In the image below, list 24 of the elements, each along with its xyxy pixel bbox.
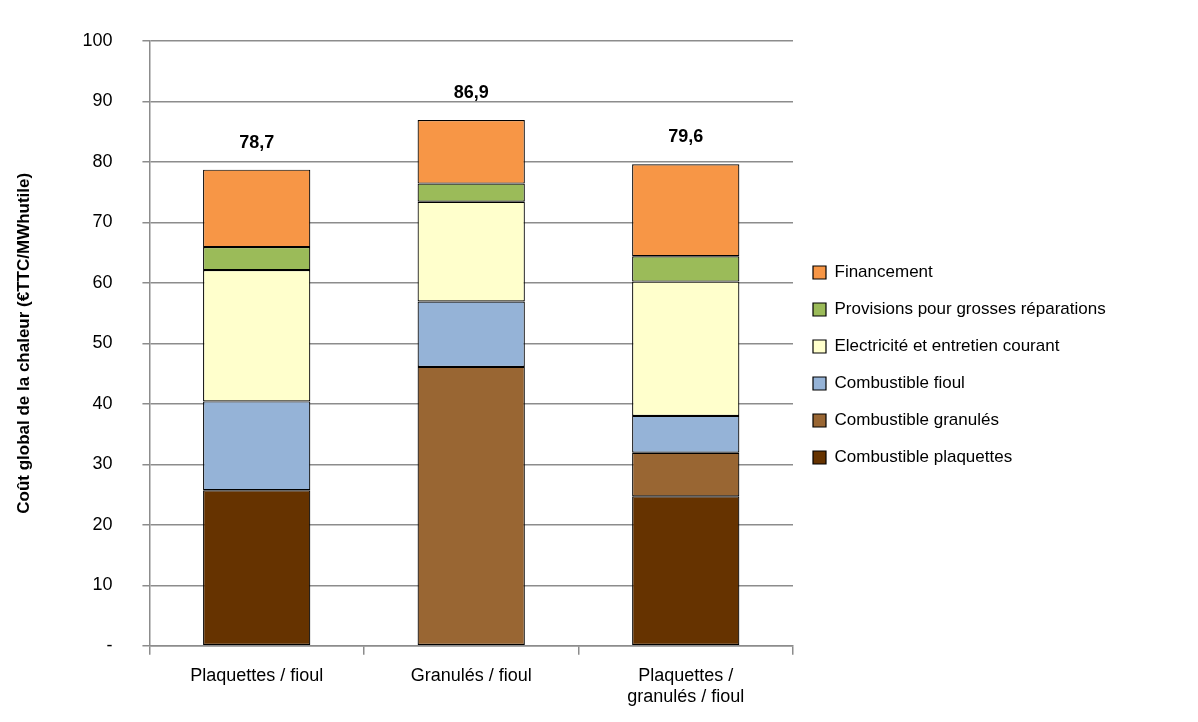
legend-label: Electricité et entretien courant [834,336,1060,356]
y-tick-label: 90 [92,90,113,111]
y-tick-label: - [106,634,113,655]
y-tick-label: 20 [92,513,113,534]
x-tick-label: Granulés / fioul [410,664,532,685]
total-label: 79,6 [668,126,704,147]
x-tick-label: Plaquettes / fioul [190,664,324,685]
x-tick-label: Plaquettes / granulés / fioul [627,664,745,707]
total-label: 78,7 [239,131,275,152]
y-tick-label: 70 [92,211,113,232]
y-axis-title: Coût global de la chaleur (€TTC/MWhutile) [13,172,33,514]
legend-label: Combustible fioul [834,373,965,393]
total-label: 86,9 [453,82,489,103]
y-tick-label: 60 [92,271,113,292]
y-tick-label: 80 [92,150,113,171]
y-tick-label: 40 [92,392,113,413]
legend-label: Combustible granulés [834,410,999,430]
y-tick-label: 30 [92,453,113,474]
legend-label: Combustible plaquettes [834,447,1013,467]
y-tick-label: 100 [82,29,113,50]
y-tick-label: 10 [92,574,113,595]
legend-label: Provisions pour grosses réparations [834,299,1106,319]
y-tick-label: 50 [92,332,113,353]
legend-label: Financement [834,262,934,282]
